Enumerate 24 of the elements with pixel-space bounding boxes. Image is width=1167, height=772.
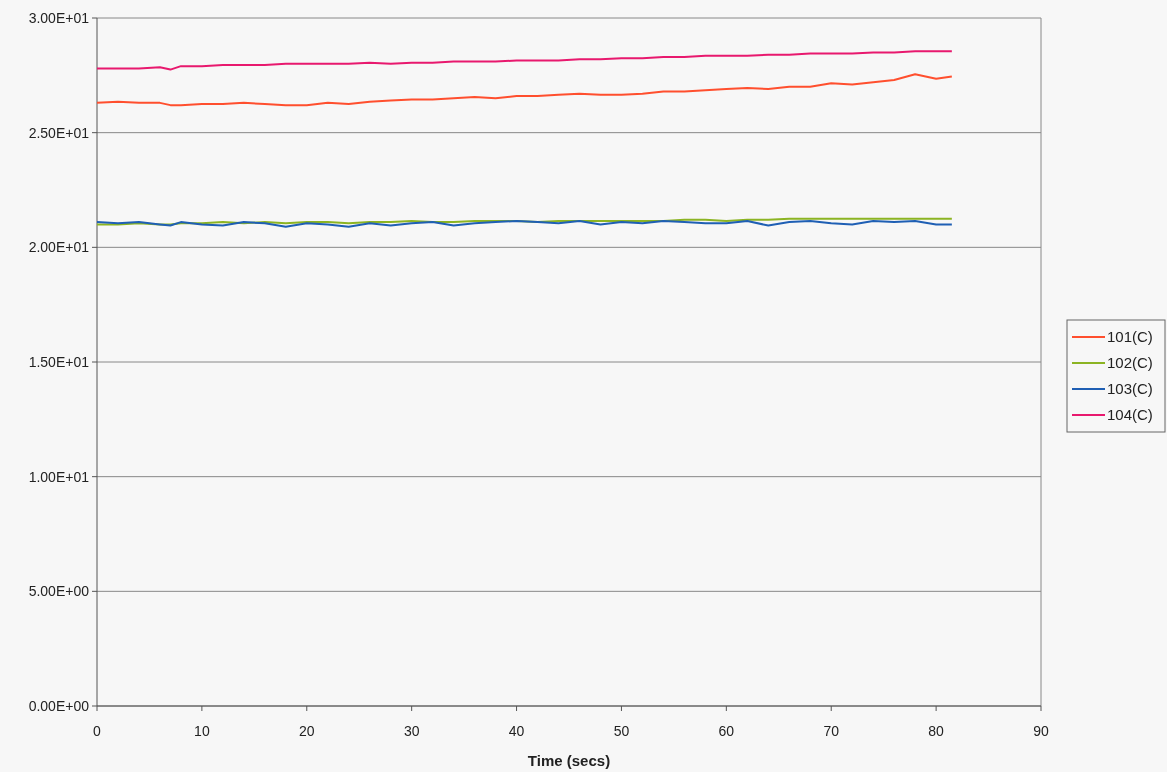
- line-series: [96, 50, 953, 71]
- legend-label: 102(C): [1107, 354, 1153, 372]
- x-tick-label: 30: [403, 723, 420, 739]
- x-tick-label: 40: [508, 723, 525, 739]
- y-tick-label: 3.00E+01: [28, 9, 90, 26]
- x-tick-label: 90: [1033, 723, 1049, 739]
- line-series: [96, 73, 953, 107]
- y-tick-label: 0.00E+00: [28, 697, 90, 714]
- y-tick-label: 2.00E+01: [28, 239, 90, 256]
- x-tick-label: 60: [718, 723, 735, 739]
- legend-label: 104(C): [1107, 406, 1153, 424]
- x-tick-label: 70: [823, 723, 840, 739]
- x-tick-label: 80: [928, 723, 945, 739]
- x-tick-label: 50: [613, 723, 630, 739]
- x-tick-label: 0: [93, 723, 102, 739]
- x-tick-label: 10: [194, 723, 210, 739]
- x-tick-label: 20: [298, 723, 315, 739]
- y-tick-label: 2.50E+01: [28, 124, 90, 141]
- legend-label: 101(C): [1107, 328, 1153, 346]
- y-tick-label: 5.00E+00: [28, 583, 90, 600]
- y-tick-label: 1.50E+01: [28, 353, 90, 370]
- x-axis-title: Time (secs): [527, 752, 611, 769]
- y-tick-label: 1.00E+01: [28, 468, 90, 485]
- legend-label: 103(C): [1107, 380, 1153, 398]
